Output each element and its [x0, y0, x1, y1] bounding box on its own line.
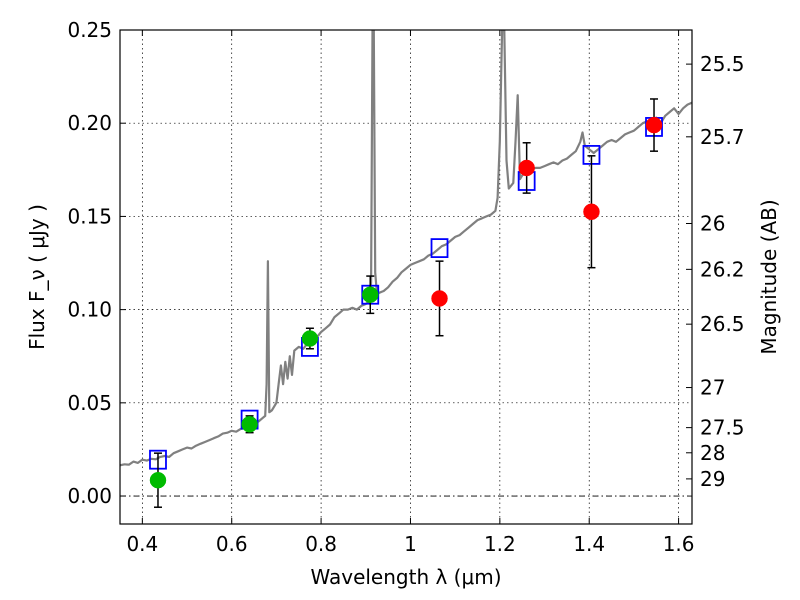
x-tick-label: 1.6: [663, 532, 695, 556]
photometry-point: [583, 203, 600, 221]
y-tick-label: 0.10: [67, 298, 112, 322]
y-tick-label: 0.20: [67, 111, 112, 135]
photometry-point: [362, 286, 379, 303]
x-tick-label: 1: [404, 532, 417, 556]
plot-frame: [119, 29, 693, 525]
right-tick-label: 27.5: [700, 416, 745, 440]
right-tick-label: 25.7: [700, 125, 745, 149]
x-tick-label: 0.8: [305, 532, 337, 556]
series-group: [120, 30, 692, 508]
x-axis-label: Wavelength λ (μm): [310, 565, 501, 589]
y-tick-label: 0.25: [67, 18, 112, 42]
y-tick-label: 0.05: [67, 391, 112, 415]
photometry-point: [301, 330, 319, 347]
photometry-point: [241, 416, 258, 433]
y-tick-label: 0.00: [67, 484, 112, 508]
spectrum-line: [120, 30, 692, 467]
photometry-point: [431, 290, 448, 307]
photometry-point: [149, 471, 167, 489]
axis-ticks: 0.4 0.6 0.8 1 1.2 1.4 1.6 0.00 0.05 0.10 0.15 0.20 0…: [67, 18, 744, 556]
model-square-marker: [430, 238, 449, 259]
right-tick-label: 27: [700, 376, 725, 400]
y-axis-label: Flux F_ν ( μJy ): [25, 204, 49, 350]
right-tick-label: 26: [700, 211, 725, 235]
photometry-point: [645, 116, 663, 134]
x-tick-label: 1.4: [573, 532, 605, 556]
right-tick-label: 29: [700, 467, 725, 491]
photometry-point: [518, 159, 535, 177]
grid: [120, 29, 692, 524]
right-tick-label: 26.2: [700, 257, 745, 281]
right-tick-label: 26.5: [700, 312, 745, 336]
right-tick-label: 25.5: [700, 52, 745, 76]
x-tick-label: 0.4: [126, 532, 158, 556]
plot-area: [120, 30, 692, 508]
right-axis-label: Magnitude (AB): [757, 199, 781, 354]
x-tick-label: 0.6: [216, 532, 248, 556]
y-tick-label: 0.15: [67, 204, 112, 228]
right-tick-label: 28: [700, 441, 725, 465]
x-tick-label: 1.2: [484, 532, 516, 556]
